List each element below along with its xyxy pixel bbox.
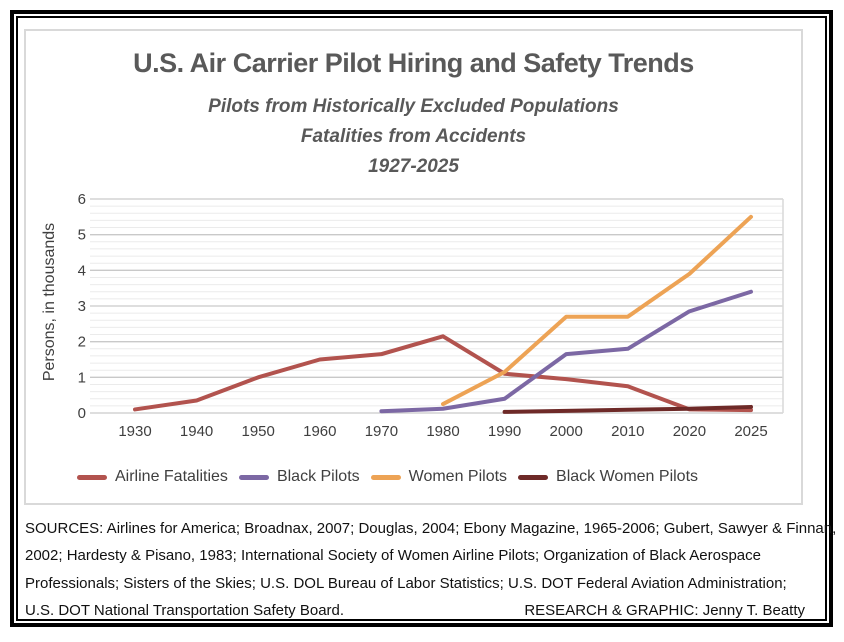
plot-svg: 1930 1940 1950 1960 1970 1980 1990 2000 2010 2020… — [41, 191, 784, 440]
x-tick-label: 2010 — [611, 423, 644, 440]
x-tick-label: 1930 — [118, 423, 151, 440]
source-line: 2002; Hardesty & Pisano, 1983; Internati… — [25, 547, 761, 565]
legend-item-black-pilots: Black Pilots — [238, 468, 360, 486]
legend-swatch-airline-fatalities — [77, 474, 107, 480]
legend-label: Black Pilots — [276, 468, 360, 485]
subtitle-line: Fatalities from Accidents — [300, 126, 527, 147]
chart-frame — [24, 29, 803, 505]
y-tick-label: 1 — [78, 369, 86, 386]
outer-frame — [10, 10, 833, 627]
x-tick-label: 1950 — [242, 423, 275, 440]
subtitle-line: 1927-2025 — [368, 156, 459, 177]
x-tick-label: 1990 — [488, 423, 521, 440]
legend-label: Black Women Pilots — [556, 468, 699, 485]
x-tick-label: 2000 — [550, 423, 583, 440]
source-line-text: U.S. DOT National Transportation Safety … — [25, 602, 345, 620]
y-tick-label: 0 — [78, 405, 86, 422]
credit-text: RESEARCH & GRAPHIC: Jenny T. Beatty — [524, 602, 805, 620]
legend-swatch-black-pilots — [238, 474, 269, 480]
y-tick-label: 5 — [78, 227, 86, 244]
chart-title: U.S. Air Carrier Pilot Hiring and Safety… — [133, 48, 694, 78]
source-line: U.S. DOT National Transportation Safety … — [25, 597, 805, 624]
y-tick-label: 2 — [78, 334, 86, 351]
series-line-black-pilots — [379, 289, 753, 414]
legend-item-black-women-pilots: Black Women Pilots — [518, 468, 698, 486]
subtitle-line: Pilots from Historically Excluded Popula… — [208, 96, 619, 117]
x-tick-label: 1970 — [365, 423, 398, 440]
legend: Airline Fatalities Black Pilots Women Pi… — [77, 468, 698, 486]
legend-label: Women Pilots — [408, 468, 508, 485]
x-tick-label: 1980 — [426, 423, 459, 440]
series-line-black-women-pilots — [502, 404, 753, 414]
series-line-women-pilots — [441, 214, 753, 407]
legend-item-women-pilots: Women Pilots — [370, 468, 508, 486]
y-tick-label: 6 — [78, 191, 86, 208]
legend-label: Airline Fatalities — [115, 468, 228, 485]
y-tick-label: 3 — [78, 298, 86, 315]
y-tick-label: 4 — [78, 262, 86, 279]
legend-item-airline-fatalities: Airline Fatalities — [77, 468, 228, 486]
source-line: Professionals; Sisters of the Skies; U.S… — [25, 574, 787, 592]
y-axis-title: Persons, in thousands — [41, 223, 58, 381]
legend-swatch-black-women-pilots — [518, 474, 549, 480]
series-line-airline-fatalities — [133, 334, 753, 413]
chart-subtitle: Pilots from Historically Excluded Popula… — [24, 92, 803, 182]
legend-swatch-women-pilots — [370, 474, 401, 480]
x-tick-label: 2020 — [673, 423, 706, 440]
inner-frame — [16, 16, 827, 621]
source-line: SOURCES: Airlines for America; Broadnax,… — [25, 520, 837, 537]
x-tick-label: 2025 — [734, 423, 767, 440]
x-tick-label: 1940 — [180, 423, 213, 440]
x-tick-label: 1960 — [303, 423, 336, 440]
sources-paragraph: SOURCES: Airlines for America; Broadnax,… — [25, 515, 837, 625]
